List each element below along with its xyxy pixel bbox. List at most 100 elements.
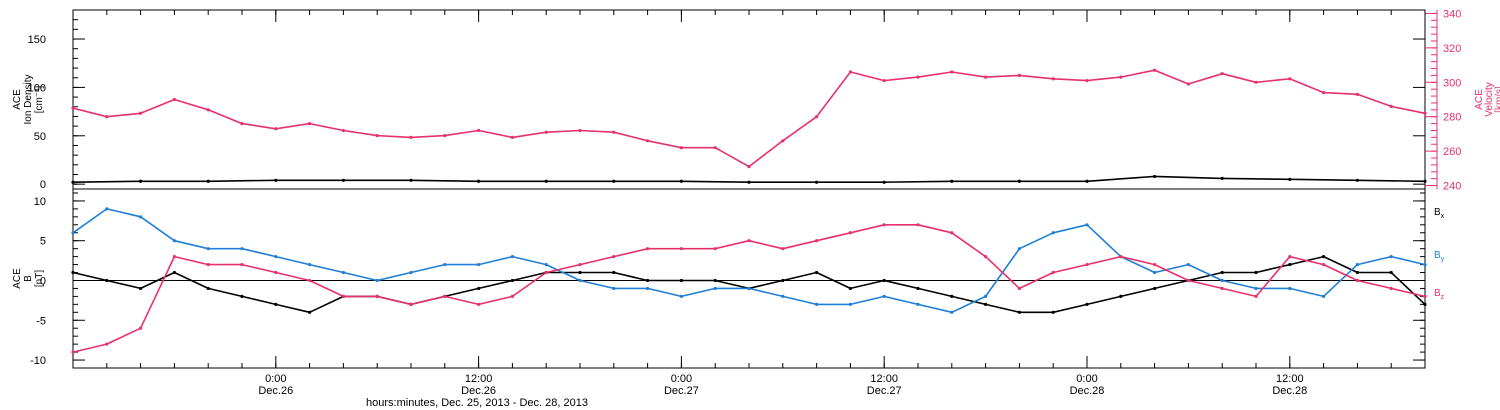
series-bz-point xyxy=(375,294,379,298)
series-by-point xyxy=(1085,223,1089,227)
series-bz-point xyxy=(139,326,143,330)
series-density-point xyxy=(71,180,75,184)
series-velocity-point xyxy=(1423,111,1427,115)
series-bx-point xyxy=(848,286,853,291)
series-velocity-point xyxy=(1085,78,1089,83)
series-bz-point xyxy=(308,278,312,283)
series-bz-point xyxy=(341,294,345,298)
series-bz-point xyxy=(1119,255,1123,259)
legend-subscript: z xyxy=(1441,294,1445,301)
series-density-point xyxy=(815,180,819,184)
series-velocity-point xyxy=(848,70,853,74)
series-by-point xyxy=(984,294,988,298)
series-by-point xyxy=(477,262,481,267)
y-tick-label: 10 xyxy=(34,196,46,208)
series-velocity-point xyxy=(747,165,751,169)
series-velocity-point xyxy=(882,78,886,83)
series-bx-point xyxy=(308,310,312,314)
series-bz-point xyxy=(1389,286,1393,291)
series-bx-point xyxy=(612,270,616,275)
right-axis-label-line: [km/s] xyxy=(1494,86,1500,113)
series-velocity-point xyxy=(713,146,717,150)
series-by-point xyxy=(544,262,548,267)
series-bz-point xyxy=(206,262,210,267)
series-velocity-point xyxy=(139,111,143,115)
series-velocity-point xyxy=(274,127,278,131)
series-velocity-point xyxy=(443,134,447,138)
series-by-point xyxy=(1389,255,1393,259)
y-tick-label: 0 xyxy=(40,179,46,191)
series-by-point xyxy=(1288,286,1292,291)
series-by-point xyxy=(206,247,210,251)
velocity-tick-label: 340 xyxy=(1443,8,1461,20)
series-density-point xyxy=(1355,178,1359,182)
series-by-point xyxy=(274,255,278,259)
series-by-point xyxy=(1423,262,1427,267)
series-bz-point xyxy=(916,223,920,227)
series-velocity-point xyxy=(578,128,582,133)
series-by-point xyxy=(747,286,751,291)
series-by-point xyxy=(1355,262,1359,267)
time-axis: 0:00Dec.2612:00Dec.260:00Dec.2712:00Dec.… xyxy=(72,10,1426,397)
series-bx-point xyxy=(1389,270,1393,275)
x-tick-time-label: 12:00 xyxy=(1276,373,1304,385)
right-axis-label-line: Velocity xyxy=(1484,82,1495,116)
series-by-point xyxy=(510,255,514,259)
series-velocity-point xyxy=(1254,80,1258,84)
series-bx-point xyxy=(1355,270,1359,275)
series-bx-point xyxy=(781,278,785,283)
series-velocity-point xyxy=(341,128,345,133)
series-by-point xyxy=(1220,278,1224,283)
series-velocity-point xyxy=(375,134,379,138)
x-tick-date-label: Dec.26 xyxy=(461,385,496,397)
series-velocity-point xyxy=(1153,68,1157,72)
series-density-point xyxy=(950,179,954,183)
series-bx-point xyxy=(1119,294,1123,298)
series-velocity-point xyxy=(105,115,109,119)
series-bx-point xyxy=(815,270,819,275)
left-axis-label-line: [nT] xyxy=(34,270,45,287)
series-velocity-point xyxy=(916,75,920,79)
series-bz-point xyxy=(1085,262,1089,267)
series-by-point xyxy=(781,294,785,298)
series-velocity-point xyxy=(206,108,210,112)
series-bz-point xyxy=(1186,278,1190,283)
series-bz-point xyxy=(172,255,176,259)
series-by-point xyxy=(1051,231,1055,235)
right-axis-label-line: ACE xyxy=(1474,89,1485,110)
series-density-point xyxy=(612,179,616,183)
series-bz-point xyxy=(477,302,481,306)
series-by-point xyxy=(882,294,886,298)
series-velocity-point xyxy=(1119,75,1123,79)
left-axis-label-line: ACE xyxy=(12,268,23,289)
x-tick-time-label: 0:00 xyxy=(671,373,692,385)
series-velocity-point xyxy=(1322,91,1326,95)
series-bz-point xyxy=(409,302,413,306)
series-velocity-point xyxy=(950,70,954,74)
velocity-tick-label: 240 xyxy=(1443,181,1461,193)
series-by-point xyxy=(916,302,920,306)
legend-by: By xyxy=(1434,250,1445,263)
left-axis-label-line: Ion Density xyxy=(23,74,34,124)
left-axis-label: ACEIon Density[cm⁻³] xyxy=(12,74,45,124)
series-by-point xyxy=(308,262,312,267)
series-bz-point xyxy=(1355,278,1359,283)
series-velocity-point xyxy=(477,128,481,133)
series-bx-point xyxy=(916,286,920,291)
series-density-point xyxy=(206,179,210,183)
series-by-point xyxy=(950,310,954,314)
series-density-point xyxy=(1423,179,1427,183)
series-bx-point xyxy=(1051,310,1055,314)
series-bz-point xyxy=(781,247,785,251)
series-bx-point xyxy=(713,278,717,283)
series-density-point xyxy=(882,180,886,184)
series-bz-point xyxy=(612,255,616,259)
series-by-point xyxy=(713,286,717,291)
series-bx-point xyxy=(646,278,650,283)
legend-subscript: y xyxy=(1441,256,1445,263)
series-bz-point xyxy=(815,239,819,243)
series-bz-point xyxy=(105,342,109,346)
series-velocity-point xyxy=(646,139,650,143)
